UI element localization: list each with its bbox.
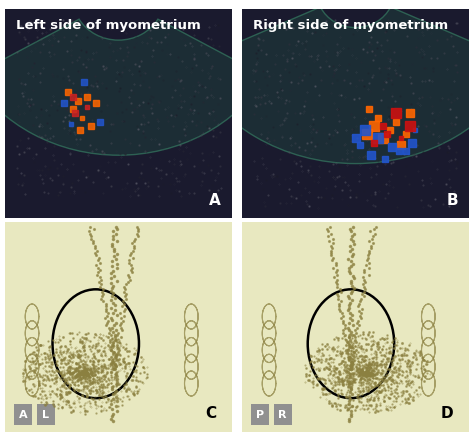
FancyBboxPatch shape	[36, 405, 55, 426]
FancyBboxPatch shape	[14, 405, 32, 426]
Text: A: A	[18, 410, 27, 420]
Text: Left side of myometrium: Left side of myometrium	[16, 19, 201, 32]
Text: P: P	[256, 410, 264, 420]
Wedge shape	[0, 19, 266, 155]
Text: A: A	[209, 193, 221, 208]
Text: D: D	[441, 406, 453, 421]
Text: B: B	[446, 193, 458, 208]
Text: C: C	[205, 406, 216, 421]
Text: L: L	[42, 410, 49, 420]
Text: Right side of myometrium: Right side of myometrium	[253, 19, 448, 32]
Text: R: R	[278, 410, 287, 420]
Wedge shape	[186, 7, 474, 164]
FancyBboxPatch shape	[273, 405, 292, 426]
FancyBboxPatch shape	[251, 405, 269, 426]
